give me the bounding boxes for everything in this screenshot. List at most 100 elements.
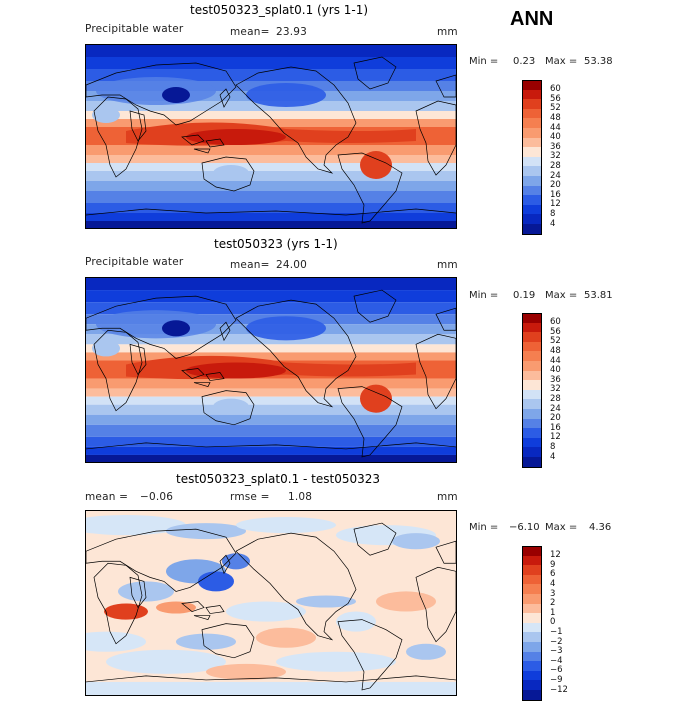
- panel-2-max-label: Max =: [545, 290, 578, 301]
- panel-1-units: mm: [437, 26, 458, 38]
- colorbar-tick-label: 20: [550, 413, 561, 424]
- coastline: [129, 576, 147, 609]
- colorbar-tick-label: 6: [550, 569, 556, 580]
- colorbar-tick-label: −4: [550, 655, 563, 666]
- colorbar-swatch: [522, 322, 542, 333]
- colorbar-tick-label: 20: [550, 180, 561, 191]
- colorbar-tick-label: 48: [550, 112, 561, 123]
- field-band: [86, 396, 456, 405]
- diff-anomaly: [236, 517, 336, 534]
- colorbar-swatch: [522, 204, 542, 215]
- field-band: [86, 213, 456, 221]
- diff-anomaly: [86, 515, 186, 536]
- diff-anomaly: [156, 601, 196, 614]
- coastline: [201, 623, 255, 659]
- colorbar-swatch: [522, 690, 542, 701]
- panel-1-mean-label: mean=: [230, 26, 270, 38]
- colorbar-swatch: [522, 447, 542, 458]
- colorbar-swatch: [522, 176, 542, 187]
- colorbar-swatch: [522, 613, 542, 624]
- diff-anomaly: [256, 627, 316, 648]
- panel-3-rmse-value: 1.08: [288, 491, 313, 503]
- coastline: [235, 66, 357, 174]
- panel-1-max-value: 53.38: [584, 56, 613, 67]
- colorbar-swatch: [522, 361, 542, 372]
- australia-dry: [213, 165, 249, 181]
- coastline: [337, 619, 403, 691]
- panel-3-units: mm: [437, 491, 458, 503]
- field-band: [86, 69, 456, 81]
- colorbar-swatch: [522, 418, 542, 429]
- colorbar-tick-label: 56: [550, 93, 561, 104]
- colorbar-tick-label: 60: [550, 84, 561, 95]
- colorbar-tick-label: 32: [550, 151, 561, 162]
- diff-anomaly: [86, 631, 146, 652]
- coastline: [353, 56, 397, 90]
- colorbar-swatch: [522, 651, 542, 662]
- panel-2-mean-label: mean=: [230, 259, 270, 271]
- field-band: [86, 388, 456, 397]
- coastline: [353, 522, 397, 556]
- coastline: [93, 562, 143, 645]
- field-band: [86, 191, 456, 203]
- colorbar-swatch: [522, 195, 542, 206]
- field-band: [86, 344, 456, 353]
- panel-3-title: test050323_splat0.1 - test050323: [176, 472, 381, 486]
- colorbar-tick-label: 60: [550, 317, 561, 328]
- colorbar-swatch: [522, 399, 542, 410]
- colorbar-tick-label: 1: [550, 607, 556, 618]
- panel-2-variable-label: Precipitable water: [85, 256, 184, 268]
- colorbar-swatch: [522, 661, 542, 672]
- colorbar-swatch: [522, 389, 542, 400]
- diff-anomaly: [118, 581, 174, 602]
- coastline: [86, 528, 237, 592]
- colorbar-swatch: [522, 147, 542, 158]
- panel-3-max-value: 4.36: [589, 522, 612, 533]
- panel-3-map-svg: [86, 511, 456, 695]
- colorbar-tick-label: 40: [550, 132, 561, 143]
- colorbar-tick-label: −1: [550, 626, 563, 637]
- panel-3-map: [85, 510, 457, 696]
- coastline: [205, 605, 225, 614]
- field-band: [86, 414, 456, 425]
- amazon-moist: [360, 384, 392, 413]
- colorbar-tick-label: 12: [550, 432, 561, 443]
- colorbar-swatch: [522, 80, 542, 91]
- dry-namerica: [246, 83, 326, 107]
- field-band: [86, 163, 456, 171]
- panel-2-units: mm: [437, 259, 458, 271]
- colorbar-tick-label: 24: [550, 170, 561, 181]
- coastline: [86, 675, 456, 683]
- colorbar-tick-label: −3: [550, 646, 563, 657]
- coastline: [435, 307, 456, 331]
- coastline: [193, 382, 211, 388]
- panel-3-min-value: −6.10: [509, 522, 540, 533]
- diff-anomaly: [376, 591, 436, 612]
- colorbar-tick-label: 44: [550, 122, 561, 133]
- coastline: [181, 601, 205, 612]
- panel-1-mean-value: 23.93: [276, 26, 308, 38]
- panel-2-title: test050323 (yrs 1-1): [214, 237, 338, 251]
- field-band: [86, 203, 456, 213]
- colorbar-tick-label: 12: [550, 199, 561, 210]
- colorbar-swatch: [522, 680, 542, 691]
- field-band: [86, 436, 456, 447]
- field-band: [86, 145, 456, 155]
- colorbar-tick-label: 52: [550, 336, 561, 347]
- coastline: [129, 110, 147, 142]
- colorbar-swatch: [522, 409, 542, 420]
- colorbar-tick-label: −9: [550, 674, 563, 685]
- coastline: [193, 148, 211, 154]
- colorbar-swatch: [522, 214, 542, 225]
- coastline: [415, 566, 456, 643]
- colorbar-swatch: [522, 603, 542, 614]
- coastline: [219, 88, 231, 108]
- colorbar-swatch: [522, 594, 542, 605]
- panel-2-mean-value: 24.00: [276, 259, 308, 271]
- coastline: [353, 289, 397, 323]
- coastline: [181, 368, 205, 379]
- panel-2-map-svg: [86, 278, 456, 462]
- coastline: [86, 295, 237, 359]
- diff-anomaly: [296, 595, 356, 608]
- colorbar-swatch: [522, 632, 542, 643]
